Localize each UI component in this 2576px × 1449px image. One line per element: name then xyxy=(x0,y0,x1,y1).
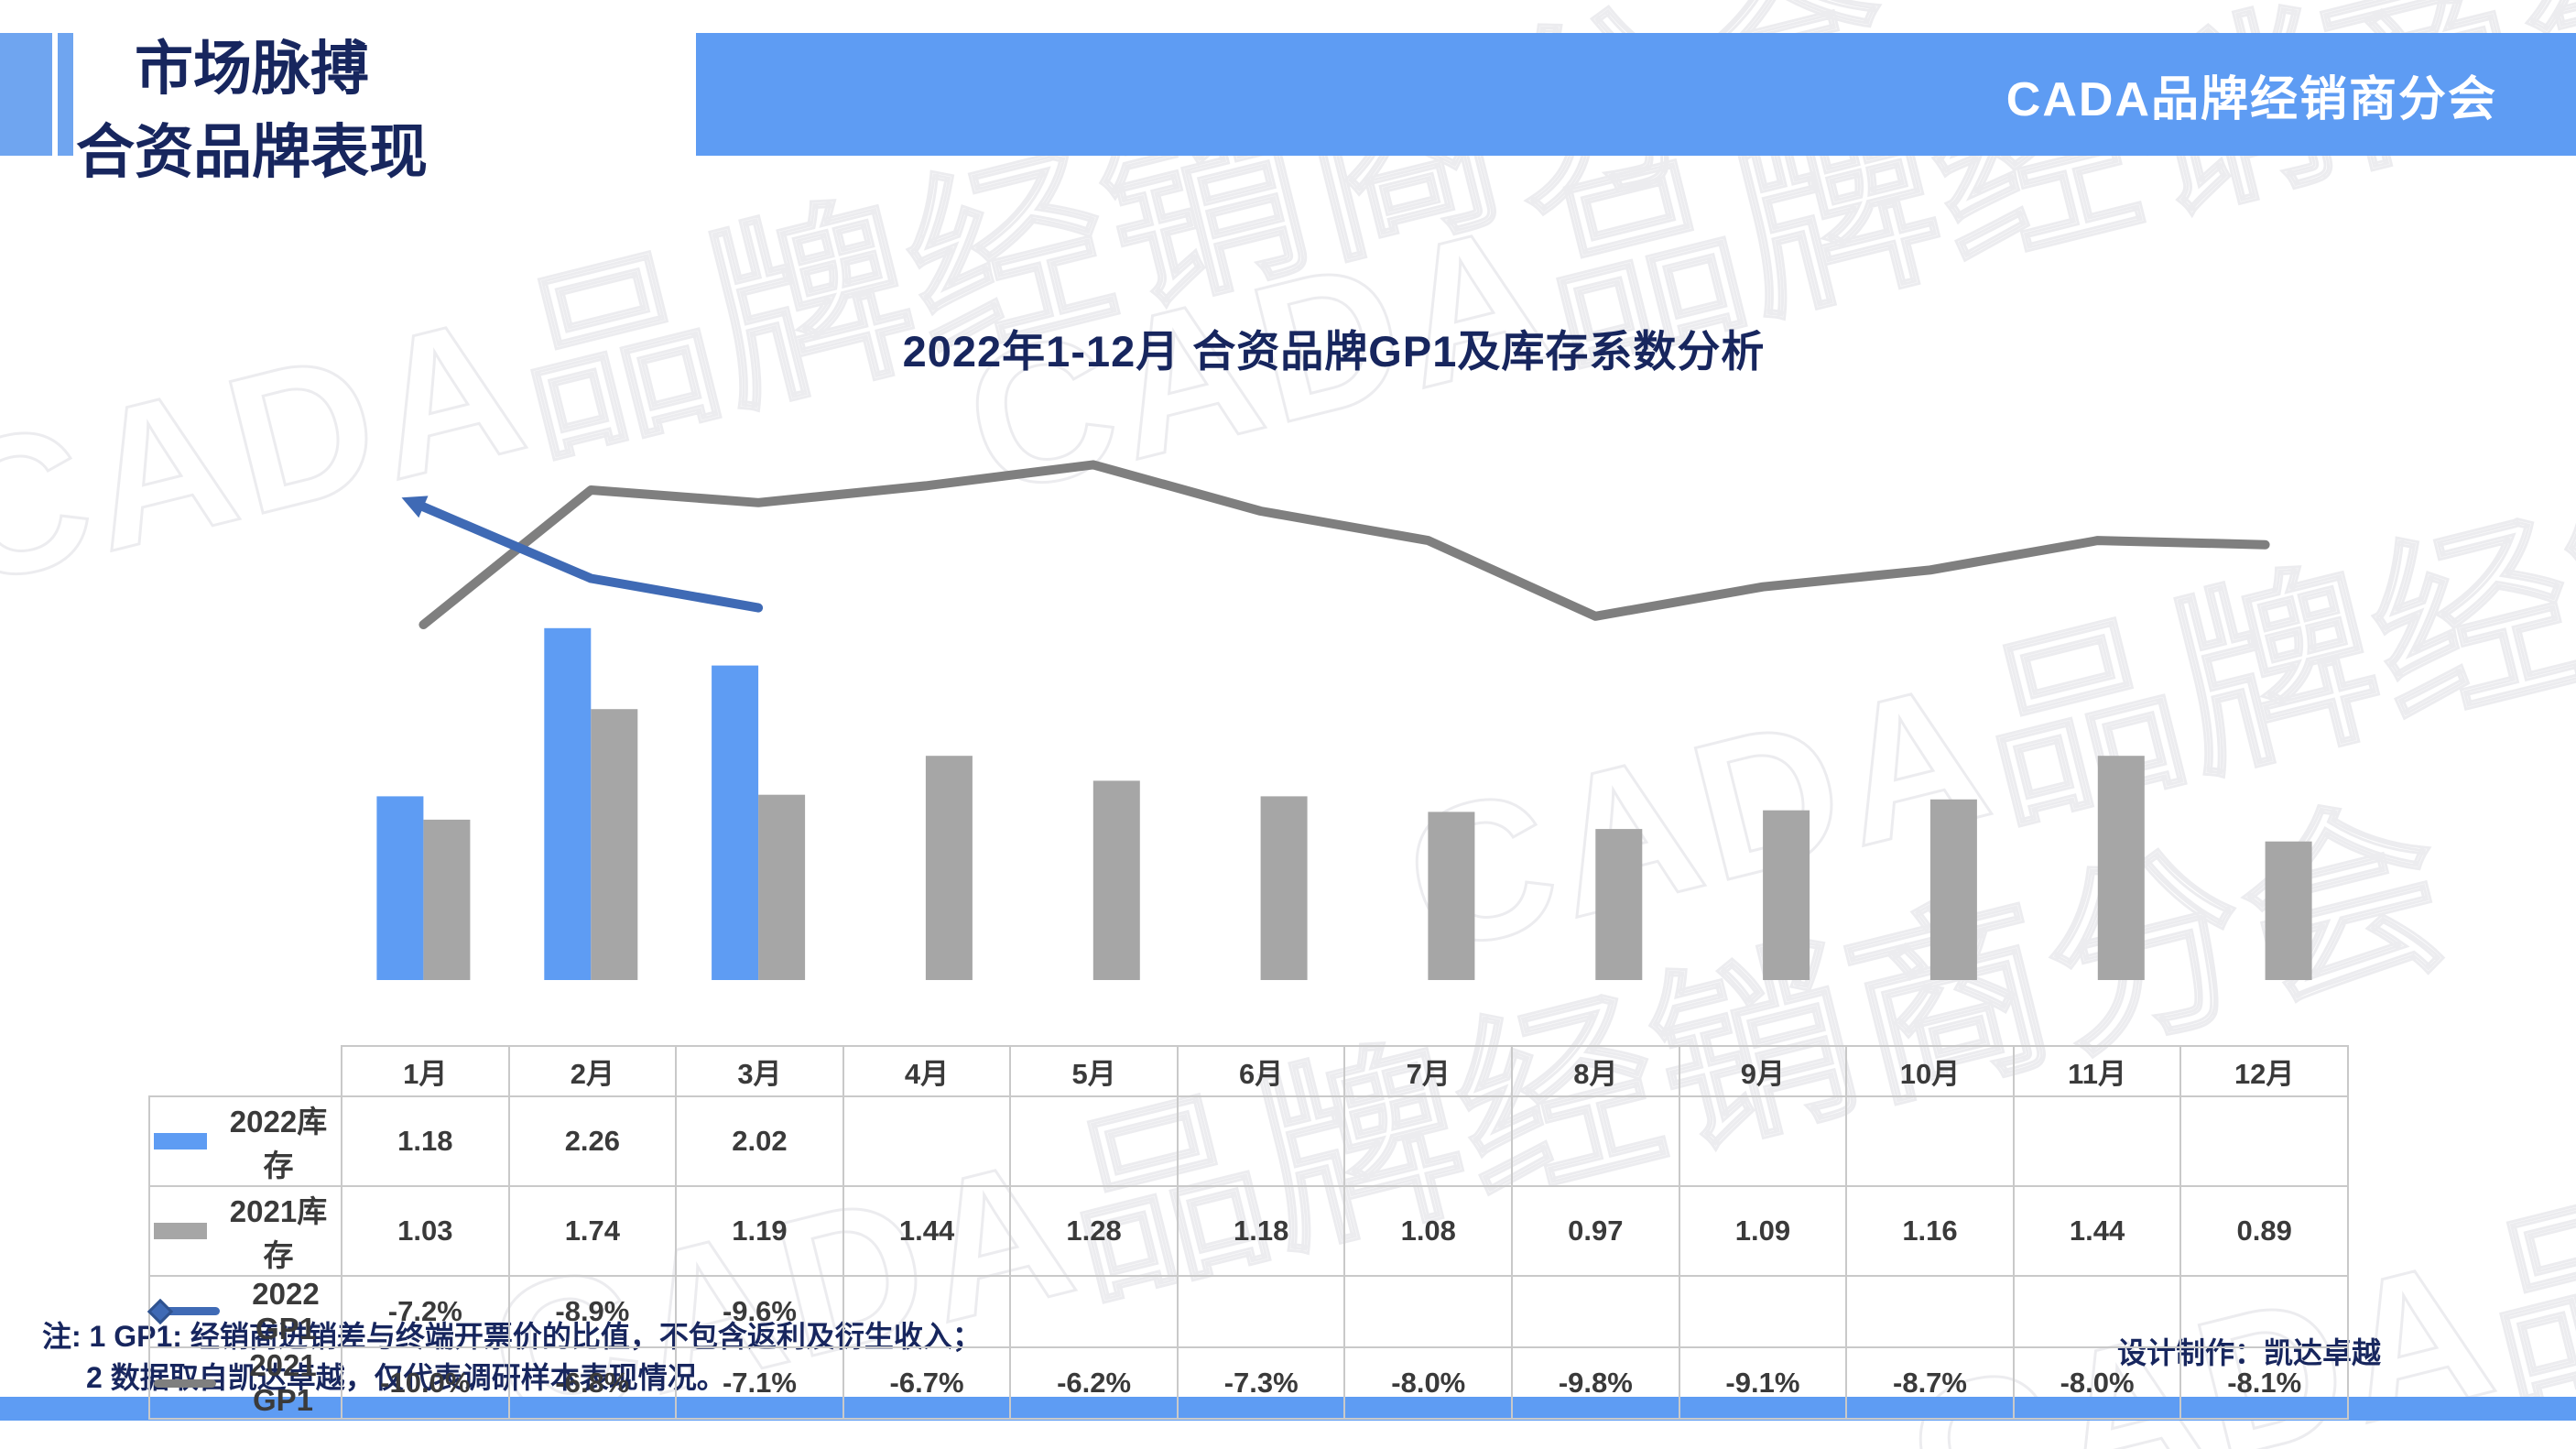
series-label: 2021库存 xyxy=(229,1194,328,1272)
line-gray-icon xyxy=(154,1378,216,1388)
table-cell: -8.1% xyxy=(2179,1346,2349,1420)
table-row: 2022库存 1.18 2.26 2.02 xyxy=(148,1095,2349,1187)
table-cell xyxy=(1845,1275,2015,1348)
month-header: 7月 xyxy=(1343,1045,1514,1097)
month-header: 8月 xyxy=(1511,1045,1680,1097)
table-cell xyxy=(1511,1275,1680,1348)
table-cell: 1.08 xyxy=(1343,1185,1514,1277)
month-header: 1月 xyxy=(341,1045,510,1097)
bar-2022库存 xyxy=(376,796,424,980)
table-cell: 1.18 xyxy=(1176,1185,1346,1277)
table-cell: 0.97 xyxy=(1511,1185,1680,1277)
table-corner-cell xyxy=(149,1046,342,1096)
table-cell: -8.9% xyxy=(507,1275,678,1348)
month-header: 6月 xyxy=(1176,1045,1346,1097)
table-cell xyxy=(1009,1095,1179,1187)
month-header: 5月 xyxy=(1009,1045,1179,1097)
table-cell: -8.0% xyxy=(1343,1346,1514,1420)
bar-2021库存 xyxy=(1092,780,1140,980)
line-2022 GP1 xyxy=(418,502,764,613)
table-cell: -7.1% xyxy=(675,1346,844,1420)
series-label-cell: 2021 GP1 xyxy=(148,1346,342,1420)
table-cell xyxy=(1009,1275,1179,1348)
table-cell: 1.44 xyxy=(842,1185,1012,1277)
table-cell: 1.74 xyxy=(507,1185,678,1277)
left-accent-bar-thin xyxy=(58,33,73,156)
table-cell: -6.7% xyxy=(842,1346,1012,1420)
table-cell: 2.26 xyxy=(507,1095,678,1187)
bar-2022库存 xyxy=(544,627,592,980)
data-table: 1月 2月 3月 4月 5月 6月 7月 8月 9月 10月 11月 12月 2022库存 1.18 2.… xyxy=(147,1045,2349,1420)
table-cell xyxy=(1343,1095,1514,1187)
series-label-cell: 2022库存 xyxy=(148,1095,342,1187)
table-row: 2021库存 1.03 1.74 1.19 1.44 1.28 1.18 1.08 0.97 1.… xyxy=(148,1185,2349,1277)
table-cell xyxy=(842,1095,1012,1187)
month-header: 10月 xyxy=(1845,1045,2015,1097)
table-cell xyxy=(1845,1095,2015,1187)
table-cell xyxy=(2179,1095,2349,1187)
table-cell xyxy=(1678,1275,1848,1348)
table-cell xyxy=(1176,1275,1346,1348)
table-cell: -6.2% xyxy=(1009,1346,1179,1420)
table-cell: -6.8% xyxy=(507,1346,678,1420)
bar-2021库存 xyxy=(1260,796,1308,980)
table-cell: 0.89 xyxy=(2179,1185,2349,1277)
table-cell: 1.44 xyxy=(2012,1185,2182,1277)
table-cell: -8.0% xyxy=(2012,1346,2182,1420)
table-cell: -10.0% xyxy=(341,1346,510,1420)
series-label: 2022 GP1 xyxy=(252,1277,320,1346)
table-cell: 2.02 xyxy=(675,1095,844,1187)
bar-2021库存 xyxy=(758,794,806,980)
table-cell xyxy=(2179,1275,2349,1348)
table-header-row: 1月 2月 3月 4月 5月 6月 7月 8月 9月 10月 11月 12月 xyxy=(149,1045,2349,1097)
table-row: 2022 GP1 -7.2% -8.9% -9.6% xyxy=(147,1275,2349,1348)
month-header: 2月 xyxy=(507,1045,678,1097)
page-title: 市场脉搏 合资品牌表现 xyxy=(53,27,451,194)
table-cell: -9.1% xyxy=(1678,1346,1848,1420)
table-cell xyxy=(1343,1275,1514,1348)
series-label: 2022库存 xyxy=(229,1105,328,1182)
series-label: 2021 GP1 xyxy=(249,1348,317,1417)
chart-title: 2022年1-12月 合资品牌GP1及库存系数分析 xyxy=(902,327,1766,376)
header-band: CADA品牌经销商分会 xyxy=(696,33,2576,156)
bar-swatch-blue-icon xyxy=(154,1133,207,1149)
table-cell xyxy=(1511,1095,1680,1187)
month-header: 4月 xyxy=(842,1045,1012,1097)
table-cell: 1.19 xyxy=(675,1185,844,1277)
table-cell: -7.2% xyxy=(341,1275,510,1348)
month-header: 9月 xyxy=(1678,1045,1848,1097)
table-cell: 1.09 xyxy=(1678,1185,1848,1277)
table-cell xyxy=(2012,1275,2182,1348)
table-cell: -9.6% xyxy=(675,1275,844,1348)
table-cell xyxy=(2012,1095,2182,1187)
month-header: 11月 xyxy=(2012,1045,2182,1097)
table-cell xyxy=(1176,1095,1346,1187)
table-cell: -9.8% xyxy=(1511,1346,1680,1420)
series-label-cell: 2022 GP1 xyxy=(147,1275,342,1348)
table-cell: -8.7% xyxy=(1845,1346,2015,1420)
bar-2021库存 xyxy=(423,819,471,980)
line-diamond-blue-icon xyxy=(147,1298,222,1325)
table-cell: 1.18 xyxy=(341,1095,510,1187)
table-cell: 1.03 xyxy=(341,1185,510,1277)
page-title-line1: 市场脉搏 xyxy=(135,36,369,102)
table-row: 2021 GP1 -10.0% -6.8% -7.1% -6.7% -6.2% -7.3% -… xyxy=(148,1346,2349,1420)
bar-2021库存 xyxy=(925,756,973,980)
table-cell: -7.3% xyxy=(1176,1346,1346,1420)
table-cell: 1.28 xyxy=(1009,1185,1179,1277)
bar-2022库存 xyxy=(712,665,759,980)
month-header: 12月 xyxy=(2179,1045,2349,1097)
table-cell: 1.16 xyxy=(1845,1185,2015,1277)
table-cell xyxy=(842,1275,1012,1348)
left-accent-bar-wide xyxy=(0,33,52,156)
bar-2021库存 xyxy=(591,709,638,980)
series-label-cell: 2021库存 xyxy=(148,1185,342,1277)
month-header: 3月 xyxy=(675,1045,844,1097)
org-name: CADA品牌经销商分会 xyxy=(2005,72,2497,126)
bar-swatch-gray-icon xyxy=(154,1223,207,1239)
table-cell xyxy=(1678,1095,1848,1187)
page-title-line2: 合资品牌表现 xyxy=(76,118,428,185)
